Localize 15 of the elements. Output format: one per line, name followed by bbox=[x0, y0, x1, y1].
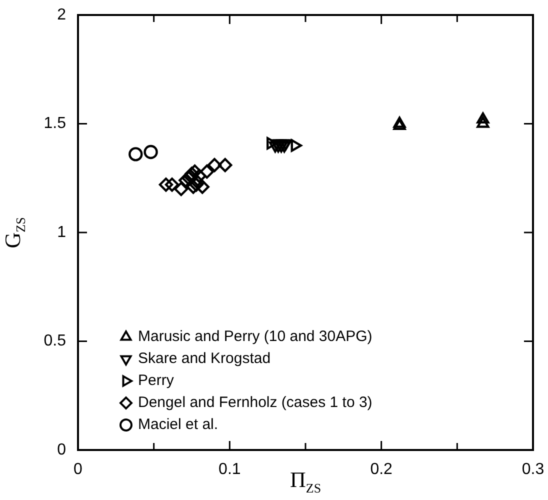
y-tick-label: 2 bbox=[57, 6, 66, 24]
x-tick-label: 0.1 bbox=[218, 461, 241, 478]
legend-label: Maciel et al. bbox=[138, 416, 218, 434]
legend-label: Marusic and Perry (10 and 30APG) bbox=[138, 328, 372, 346]
y-tick-label: 1 bbox=[57, 224, 66, 241]
x-tick-label: 0.3 bbox=[522, 461, 544, 478]
x-tick-label: 0.2 bbox=[370, 461, 393, 478]
y-tick-label: 0.5 bbox=[44, 332, 66, 350]
x-axis-title: Π$_{ZS}$ bbox=[290, 467, 322, 496]
legend-label: Perry bbox=[138, 372, 174, 390]
y-tick-label: 1.5 bbox=[44, 115, 66, 132]
legend-label: Dengel and Fernholz (cases 1 to 3) bbox=[138, 394, 372, 412]
x-tick-label: 0 bbox=[74, 461, 83, 478]
y-tick-label: 0 bbox=[57, 441, 66, 458]
legend-label: Skare and Krogstad bbox=[138, 350, 271, 368]
